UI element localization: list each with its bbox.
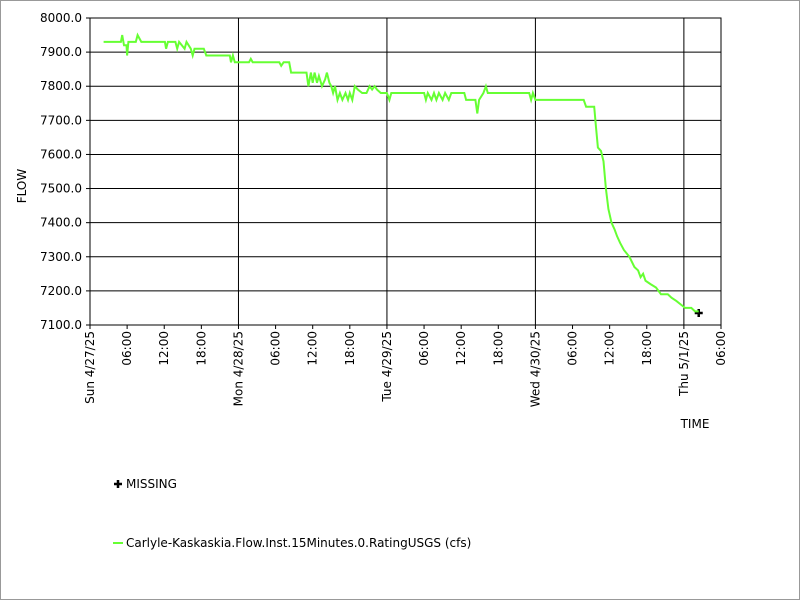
plot-area [89,17,722,326]
x-tick-label: 12:00 [157,331,171,366]
x-tick-label: Mon 4/28/25 [231,331,245,406]
x-tick-label: 12:00 [603,331,617,366]
y-tick-label: 7300.0 [40,250,82,264]
y-tick-label: 7600.0 [40,147,82,161]
x-tick-label: Thu 5/1/25 [677,331,691,397]
missing-marker [694,309,703,318]
y-tick-label: 7800.0 [40,79,82,93]
y-tick-label: 8000.0 [40,11,82,25]
data-line [103,32,699,313]
x-tick-label: Wed 4/30/25 [528,331,542,407]
y-tick-label: 7200.0 [40,284,82,298]
x-axis-label: TIME [680,417,710,431]
legend-label: Carlyle-Kaskaskia.Flow.Inst.15Minutes.0.… [126,536,471,550]
x-tick-label: Tue 4/29/25 [380,331,394,403]
x-tick-label: 06:00 [120,331,134,366]
x-tick-label: 06:00 [269,331,283,366]
y-tick-label: 7500.0 [40,182,82,196]
y-tick-label: 7700.0 [40,113,82,127]
x-tick-label: Sun 4/27/25 [83,331,97,404]
y-axis-label: FLOW [15,169,29,204]
y-tick-label: 7900.0 [40,45,82,59]
y-tick-label: 7100.0 [40,318,82,332]
x-tick-label: 06:00 [566,331,580,366]
x-tick-label: 18:00 [343,331,357,366]
x-tick-label: 12:00 [306,331,320,366]
legend-label: MISSING [126,477,177,491]
x-tick-label: 18:00 [491,331,505,366]
x-tick-label: 18:00 [640,331,654,366]
x-tick-label: 18:00 [194,331,208,366]
x-tick-label: 12:00 [454,331,468,366]
x-tick-label: 06:00 [714,331,728,366]
x-tick-label: 06:00 [417,331,431,366]
legend-marker [114,480,122,488]
y-tick-label: 7400.0 [40,216,82,230]
